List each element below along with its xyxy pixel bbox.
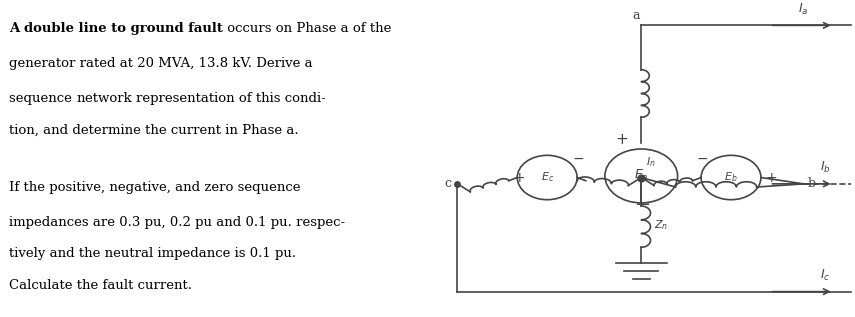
Text: −: − (697, 152, 709, 165)
Text: $Z_n$: $Z_n$ (654, 218, 669, 232)
Text: etwork representation of this condi-: etwork representation of this condi- (85, 92, 325, 105)
Text: +: + (616, 132, 628, 147)
Text: double line to ground fault: double line to ground fault (24, 22, 222, 35)
Text: $I_n$: $I_n$ (646, 155, 655, 169)
Text: +: + (765, 171, 777, 184)
Text: c: c (445, 177, 451, 191)
Text: $I_c$: $I_c$ (820, 268, 830, 283)
Text: occurs on Phase a of the: occurs on Phase a of the (222, 22, 391, 35)
Text: A: A (9, 22, 24, 35)
Text: $I_a$: $I_a$ (799, 2, 809, 17)
Text: −: − (634, 195, 652, 214)
Text: $E_c$: $E_c$ (540, 171, 554, 184)
Text: Calculate the fault current.: Calculate the fault current. (9, 279, 192, 292)
Text: sequence: sequence (9, 92, 76, 105)
Text: −: − (573, 152, 585, 165)
Text: If the positive, negative, and zero sequence: If the positive, negative, and zero sequ… (9, 181, 300, 194)
Text: tion, and determine the current in Phase a.: tion, and determine the current in Phase… (9, 124, 298, 137)
Text: $E_a$: $E_a$ (634, 168, 649, 184)
Text: n: n (76, 92, 85, 105)
Text: $I_b$: $I_b$ (820, 160, 830, 175)
Text: +: + (513, 171, 525, 184)
Text: b: b (808, 177, 817, 191)
Text: generator rated at 20 MVA, 13.8 kV. Derive a: generator rated at 20 MVA, 13.8 kV. Deri… (9, 57, 313, 70)
Text: tively and the neutral impedance is 0.1 pu.: tively and the neutral impedance is 0.1 … (9, 247, 296, 260)
Text: impedances are 0.3 pu, 0.2 pu and 0.1 pu. respec-: impedances are 0.3 pu, 0.2 pu and 0.1 pu… (9, 216, 345, 229)
Text: $E_b$: $E_b$ (724, 171, 738, 184)
Text: a: a (633, 9, 640, 22)
